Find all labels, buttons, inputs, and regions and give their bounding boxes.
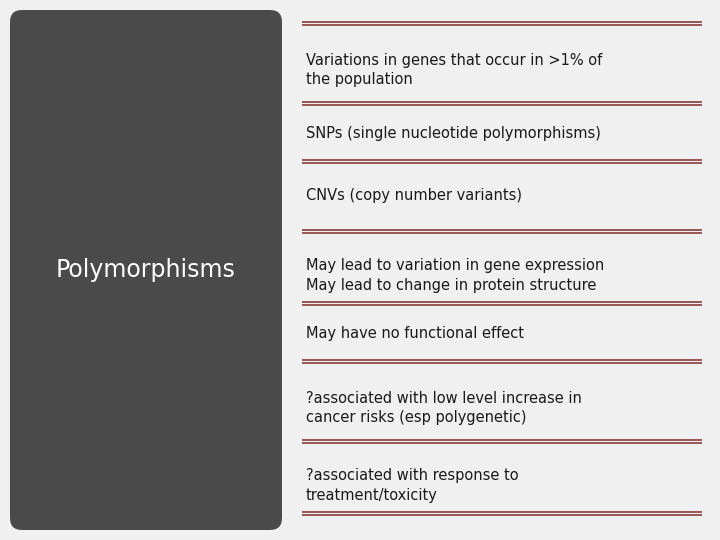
- Text: May lead to variation in gene expression
May lead to change in protein structure: May lead to variation in gene expression…: [306, 259, 604, 293]
- Text: SNPs (single nucleotide polymorphisms): SNPs (single nucleotide polymorphisms): [306, 126, 601, 140]
- FancyBboxPatch shape: [10, 10, 282, 530]
- Bar: [22, 22, 146, 518]
- Text: ?associated with low level increase in
cancer risks (esp polygenetic): ?associated with low level increase in c…: [306, 392, 582, 426]
- Text: ?associated with response to
treatment/toxicity: ?associated with response to treatment/t…: [306, 468, 518, 503]
- Text: Variations in genes that occur in >1% of
the population: Variations in genes that occur in >1% of…: [306, 53, 602, 87]
- Text: CNVs (copy number variants): CNVs (copy number variants): [306, 188, 522, 202]
- Text: May have no functional effect: May have no functional effect: [306, 326, 524, 341]
- Text: Polymorphisms: Polymorphisms: [56, 258, 236, 282]
